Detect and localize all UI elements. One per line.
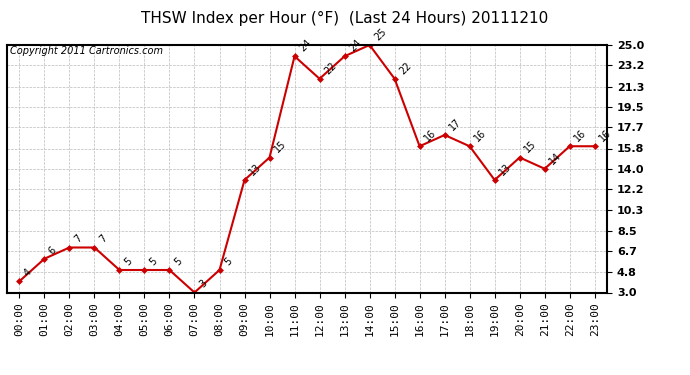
Text: Copyright 2011 Cartronics.com: Copyright 2011 Cartronics.com [10,46,163,56]
Text: 7: 7 [97,233,109,245]
Text: 22: 22 [322,60,338,76]
Text: 24: 24 [347,38,363,54]
Text: 24: 24 [297,38,313,54]
Text: 6: 6 [47,244,59,256]
Text: 25: 25 [373,26,388,42]
Text: 16: 16 [422,128,438,144]
Text: 14: 14 [547,150,563,166]
Text: 3: 3 [197,278,208,290]
Text: 16: 16 [473,128,488,144]
Text: 17: 17 [447,116,463,132]
Text: 7: 7 [72,233,83,245]
Text: 16: 16 [598,128,613,144]
Text: 4: 4 [22,267,34,279]
Text: 16: 16 [573,128,588,144]
Text: 5: 5 [122,256,134,267]
Text: 5: 5 [222,256,234,267]
Text: 13: 13 [497,162,513,177]
Text: 5: 5 [172,256,184,267]
Text: 13: 13 [247,162,263,177]
Text: 22: 22 [397,60,413,76]
Text: 5: 5 [147,256,159,267]
Text: 15: 15 [522,139,538,155]
Text: 15: 15 [273,139,288,155]
Text: THSW Index per Hour (°F)  (Last 24 Hours) 20111210: THSW Index per Hour (°F) (Last 24 Hours)… [141,11,549,26]
